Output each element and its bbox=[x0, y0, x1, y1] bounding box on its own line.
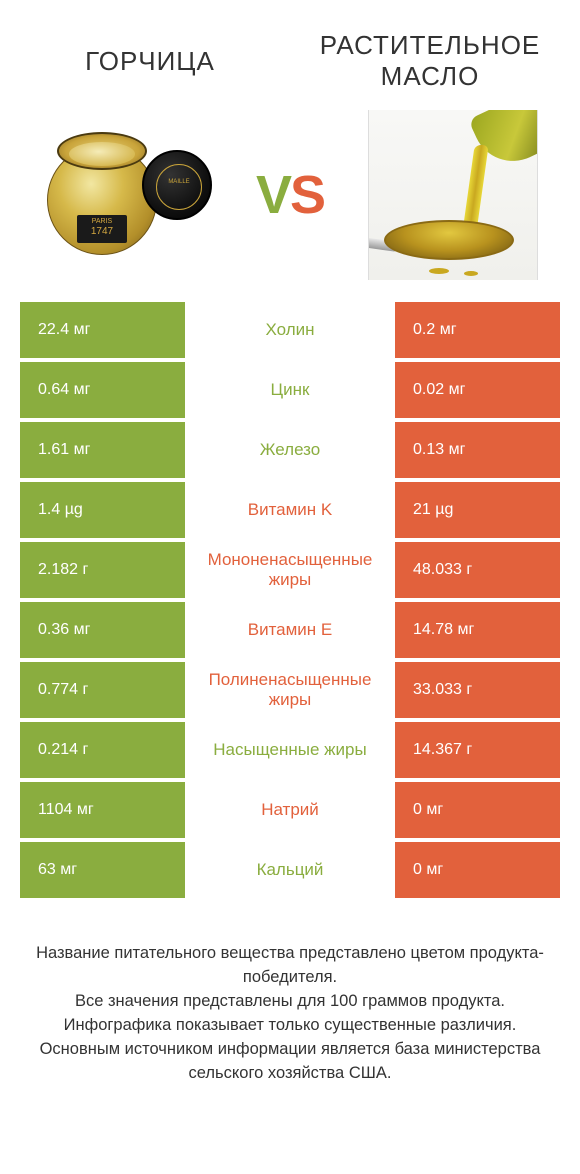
value-left: 0.64 мг bbox=[20, 362, 185, 418]
oil-image bbox=[368, 110, 538, 280]
table-row: 22.4 мгХолин0.2 мг bbox=[20, 302, 560, 358]
nutrient-name: Витамин E bbox=[185, 602, 395, 658]
value-right: 0.02 мг bbox=[395, 362, 560, 418]
value-left: 0.36 мг bbox=[20, 602, 185, 658]
footer-line: Название питательного вещества представл… bbox=[25, 942, 555, 990]
value-right: 0 мг bbox=[395, 842, 560, 898]
table-row: 1.4 µgВитамин K21 µg bbox=[20, 482, 560, 538]
nutrient-name: Кальций bbox=[185, 842, 395, 898]
nutrient-name: Цинк bbox=[185, 362, 395, 418]
value-left: 0.214 г bbox=[20, 722, 185, 778]
value-right: 0 мг bbox=[395, 782, 560, 838]
table-row: 63 мгКальций0 мг bbox=[20, 842, 560, 898]
value-left: 2.182 г bbox=[20, 542, 185, 598]
table-row: 1.61 мгЖелезо0.13 мг bbox=[20, 422, 560, 478]
value-right: 0.13 мг bbox=[395, 422, 560, 478]
table-row: 0.64 мгЦинк0.02 мг bbox=[20, 362, 560, 418]
table-row: 2.182 гМононенасыщенные жиры48.033 г bbox=[20, 542, 560, 598]
value-left: 1104 мг bbox=[20, 782, 185, 838]
vs-label: VS bbox=[256, 164, 324, 226]
nutrient-name: Полиненасыщенные жиры bbox=[185, 662, 395, 718]
mustard-image: PARIS 1747 MAILLE bbox=[42, 110, 212, 280]
comparison-table: 22.4 мгХолин0.2 мг0.64 мгЦинк0.02 мг1.61… bbox=[0, 302, 580, 898]
nutrient-name: Мононенасыщенные жиры bbox=[185, 542, 395, 598]
nutrient-name: Холин bbox=[185, 302, 395, 358]
nutrient-name: Насыщенные жиры bbox=[185, 722, 395, 778]
jar-label: PARIS 1747 bbox=[77, 215, 127, 243]
table-row: 0.36 мгВитамин E14.78 мг bbox=[20, 602, 560, 658]
footer-line: Инфографика показывает только существенн… bbox=[25, 1014, 555, 1038]
nutrient-name: Натрий bbox=[185, 782, 395, 838]
value-right: 14.78 мг bbox=[395, 602, 560, 658]
footer-notes: Название питательного вещества представл… bbox=[0, 902, 580, 1086]
footer-line: Основным источником информации является … bbox=[25, 1038, 555, 1086]
table-row: 0.214 гНасыщенные жиры14.367 г bbox=[20, 722, 560, 778]
title-left: ГОРЧИЦА bbox=[10, 30, 290, 92]
table-row: 1104 мгНатрий0 мг bbox=[20, 782, 560, 838]
value-left: 63 мг bbox=[20, 842, 185, 898]
header: ГОРЧИЦА РАСТИТЕЛЬНОЕ МАСЛО bbox=[0, 0, 580, 102]
images-row: PARIS 1747 MAILLE VS bbox=[0, 102, 580, 302]
footer-line: Все значения представлены для 100 граммо… bbox=[25, 990, 555, 1014]
title-right: РАСТИТЕЛЬНОЕ МАСЛО bbox=[290, 30, 570, 92]
nutrient-name: Железо bbox=[185, 422, 395, 478]
value-left: 1.61 мг bbox=[20, 422, 185, 478]
value-right: 48.033 г bbox=[395, 542, 560, 598]
value-right: 21 µg bbox=[395, 482, 560, 538]
value-right: 0.2 мг bbox=[395, 302, 560, 358]
value-left: 0.774 г bbox=[20, 662, 185, 718]
value-right: 14.367 г bbox=[395, 722, 560, 778]
nutrient-name: Витамин K bbox=[185, 482, 395, 538]
value-left: 1.4 µg bbox=[20, 482, 185, 538]
table-row: 0.774 гПолиненасыщенные жиры33.033 г bbox=[20, 662, 560, 718]
value-left: 22.4 мг bbox=[20, 302, 185, 358]
value-right: 33.033 г bbox=[395, 662, 560, 718]
